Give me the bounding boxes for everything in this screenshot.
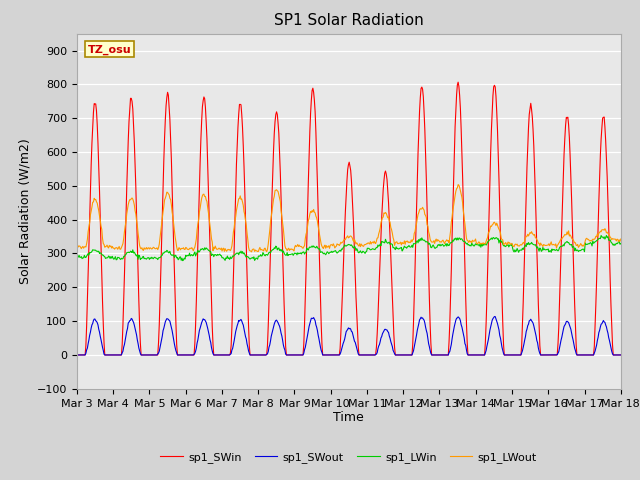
sp1_LWout [431,238,439,243]
sp1_LWout [223,248,230,254]
sp1_SWin [83,323,90,329]
sp1_LWin [617,240,625,246]
Text: TZ_osu: TZ_osu [88,44,131,55]
sp1_LWin [223,253,231,259]
Legend: sp1_SWin, sp1_SWout, sp1_LWin, sp1_LWout: sp1_SWin, sp1_SWout, sp1_LWin, sp1_LWout [156,448,541,468]
Title: SP1 Solar Radiation: SP1 Solar Radiation [274,13,424,28]
sp1_LWout [617,236,625,242]
sp1_SWout [194,337,202,343]
sp1_LWin [139,254,147,260]
sp1_SWin [617,352,625,358]
sp1_LWin [179,258,187,264]
sp1_LWout [73,244,81,250]
sp1_LWout [416,207,424,213]
sp1_SWin [431,352,438,358]
sp1_LWout [83,241,90,247]
sp1_SWout [83,347,90,353]
sp1_SWout [73,352,81,358]
sp1_LWout [194,221,202,227]
Line: sp1_SWout: sp1_SWout [77,316,621,355]
Y-axis label: Solar Radiation (W/m2): Solar Radiation (W/m2) [18,138,31,284]
sp1_SWin [454,79,462,85]
sp1_LWin [73,253,81,259]
sp1_SWout [617,352,625,358]
sp1_SWin [139,352,147,358]
sp1_LWin [195,249,202,255]
sp1_SWin [223,352,230,358]
sp1_SWout [415,321,422,326]
sp1_SWout [223,352,230,358]
X-axis label: Time: Time [333,411,364,424]
sp1_LWin [83,253,90,259]
sp1_LWout [139,247,147,252]
sp1_LWout [454,182,462,188]
Line: sp1_LWout: sp1_LWout [77,185,621,252]
sp1_SWout [491,313,499,319]
sp1_SWin [415,128,422,134]
sp1_SWout [431,352,438,358]
sp1_SWin [194,241,202,247]
sp1_SWin [73,352,81,358]
sp1_LWin [416,238,424,244]
Line: sp1_SWin: sp1_SWin [77,82,621,355]
sp1_LWout [248,249,255,255]
sp1_LWin [431,245,439,251]
Line: sp1_LWin: sp1_LWin [77,235,621,261]
sp1_LWin [603,232,611,238]
sp1_SWout [139,352,147,358]
